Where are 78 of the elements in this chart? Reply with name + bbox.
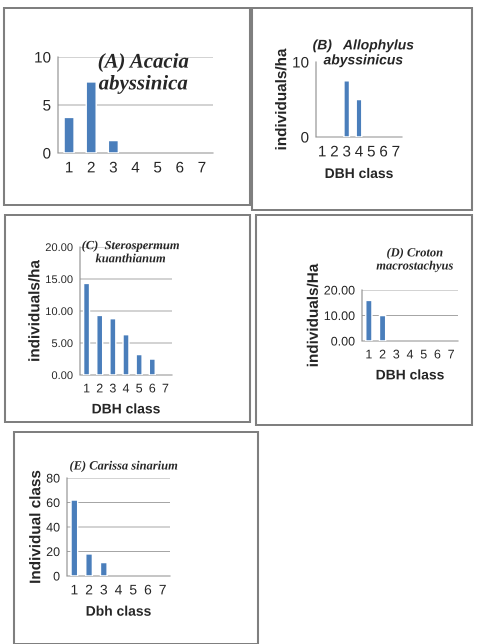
y-tick-label: 15.00 — [46, 275, 73, 284]
x-tick-label: 1 — [366, 350, 372, 358]
x-tick-label: 4 — [355, 146, 363, 156]
x-tick-label: 7 — [198, 162, 206, 172]
x-axis-title: DBH class — [376, 369, 444, 380]
chart-title: (B) Allophylus abyssinicus — [313, 39, 414, 68]
y-tick-label: 0.00 — [52, 371, 73, 380]
x-tick-label: 1 — [72, 584, 78, 594]
y-tick-label: 5 — [43, 100, 50, 111]
y-axis-title: Individual class — [29, 470, 40, 583]
x-tick-label: 2 — [96, 384, 103, 392]
x-tick-label: 5 — [420, 350, 427, 359]
x-axis-title: DBH class — [92, 403, 160, 414]
x-tick-label: 2 — [86, 584, 92, 594]
x-tick-label: 1 — [84, 384, 90, 392]
y-tick-label: 20.00 — [324, 286, 355, 295]
y-tick-label: 10 — [35, 52, 50, 63]
y-tick-label: 10.00 — [324, 311, 355, 320]
bar — [85, 553, 94, 576]
x-tick-label: 7 — [159, 584, 166, 594]
x-tick-label: 6 — [380, 146, 388, 157]
y-tick-label: 80 — [46, 474, 60, 483]
x-tick-label: 1 — [66, 162, 73, 172]
x-tick-label: 6 — [434, 350, 440, 359]
y-axis-title: individuals/ha — [28, 260, 40, 361]
bar — [122, 334, 130, 375]
y-tick-label: 20 — [46, 547, 60, 556]
x-tick-label: 5 — [130, 584, 136, 595]
x-axis-title: DBH class — [326, 168, 393, 178]
y-tick-label: 40 — [46, 522, 60, 532]
x-axis-title: Dbh class — [86, 606, 151, 616]
y-axis-title: individuals/ha — [275, 48, 286, 150]
x-tick-label: 6 — [176, 162, 184, 173]
x-tick-label: 4 — [132, 162, 140, 172]
y-tick-label: 10 — [293, 56, 308, 68]
x-tick-label: 5 — [154, 162, 162, 173]
y-tick-label: 20.00 — [46, 243, 73, 252]
x-tick-label: 6 — [144, 584, 152, 595]
x-tick-label: 3 — [100, 584, 108, 595]
x-tick-label: 2 — [330, 146, 338, 156]
bar — [108, 140, 120, 153]
bar — [135, 354, 143, 375]
y-tick-label: 0 — [43, 148, 50, 159]
bar — [86, 81, 97, 153]
bar — [100, 562, 108, 576]
x-tick-label: 3 — [110, 162, 117, 173]
y-tick-label: 0.00 — [331, 336, 355, 346]
x-tick-label: 3 — [343, 146, 350, 157]
bar — [70, 499, 78, 576]
x-tick-label: 7 — [448, 350, 454, 358]
y-tick-label: 5.00 — [52, 339, 73, 348]
x-tick-label: 4 — [114, 584, 122, 594]
x-tick-label: 5 — [368, 146, 375, 157]
chart-title: (E) Carissa sinarium — [70, 460, 178, 472]
x-tick-label: 1 — [319, 146, 326, 156]
bar — [96, 314, 104, 375]
x-tick-label: 3 — [110, 384, 116, 393]
chart-title: (C) Sterospermum kuanthianum — [82, 240, 179, 262]
bar — [109, 318, 117, 375]
x-tick-label: 5 — [136, 384, 142, 393]
y-axis-title: individuals/Ha — [306, 264, 318, 366]
x-tick-label: 3 — [393, 350, 400, 359]
chart-title: (A) Acacia abyssinica — [98, 53, 188, 94]
x-tick-label: 4 — [406, 350, 414, 358]
x-tick-label: 7 — [162, 384, 168, 392]
chart-title: (D) Croton macrostachyus — [376, 248, 453, 272]
x-tick-label: 6 — [149, 384, 156, 393]
y-tick-label: 60 — [46, 498, 60, 508]
bar — [63, 116, 75, 153]
y-tick-label: 0 — [301, 132, 308, 143]
y-tick-label: 0 — [54, 572, 60, 581]
x-tick-label: 2 — [88, 162, 95, 172]
x-tick-label: 7 — [392, 146, 400, 156]
bar — [148, 358, 156, 375]
y-tick-label: 10.00 — [46, 307, 73, 316]
x-tick-label: 2 — [380, 350, 386, 358]
x-tick-label: 4 — [122, 384, 130, 392]
bar — [82, 282, 90, 375]
